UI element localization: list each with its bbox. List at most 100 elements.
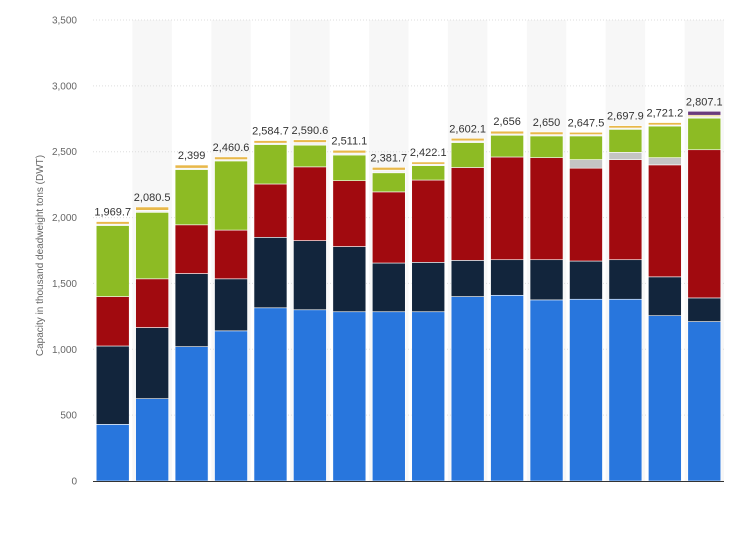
bar-segment xyxy=(371,172,406,193)
bar-segment xyxy=(135,327,169,399)
bar-segment xyxy=(450,142,485,168)
bar-segment xyxy=(648,164,682,278)
total-label: 2,656 xyxy=(493,116,521,128)
bar-segment xyxy=(648,315,682,482)
bar-segment xyxy=(174,273,209,347)
bar-segment xyxy=(569,298,603,482)
bar-segment xyxy=(411,179,446,263)
bar-segment xyxy=(253,183,288,238)
bar-segment xyxy=(174,164,209,169)
bar-segment xyxy=(95,424,130,482)
total-label: 2,422.1 xyxy=(410,147,447,159)
bar-segment xyxy=(95,296,130,347)
total-label: 2,697.9 xyxy=(607,111,644,123)
bar-segment xyxy=(293,309,327,482)
bar-segment xyxy=(135,212,169,280)
bar-segment xyxy=(214,160,248,231)
bar-segment xyxy=(648,276,682,316)
bar-segment xyxy=(687,149,722,299)
y-tick-label: 2,500 xyxy=(52,147,77,158)
bar-segment xyxy=(371,262,406,313)
bar-segment xyxy=(608,125,643,129)
bar-segment xyxy=(332,149,367,154)
y-tick-label: 3,500 xyxy=(52,16,77,27)
total-label: 2,080.5 xyxy=(134,192,171,204)
bar-segment xyxy=(569,260,603,300)
bar-segment xyxy=(648,157,682,166)
bar-segment xyxy=(332,154,367,181)
total-label: 1,969.7 xyxy=(94,207,131,219)
total-label: 2,511.1 xyxy=(331,135,367,147)
y-tick-label: 0 xyxy=(71,477,77,488)
bar-segment xyxy=(687,117,722,151)
bar-segment xyxy=(529,131,564,135)
bar-segment xyxy=(411,165,446,181)
bar-segment xyxy=(450,167,485,261)
bar-segment xyxy=(174,224,209,274)
total-label: 2,721.2 xyxy=(646,108,683,120)
bar-segment xyxy=(450,296,485,482)
bar-segment xyxy=(293,139,327,143)
bar-segment xyxy=(569,159,603,169)
bar-segment xyxy=(135,398,169,482)
bar-segment xyxy=(450,137,485,142)
bar-segment xyxy=(648,125,682,158)
bar-segment xyxy=(529,157,564,261)
bar-segment xyxy=(95,221,130,225)
bar-segment xyxy=(174,169,209,226)
y-tick-label: 2,000 xyxy=(52,213,77,224)
bar-segment xyxy=(687,297,722,322)
bar-segment xyxy=(411,262,446,313)
y-axis-ticks: 0 500 1,000 1,500 2,000 2,500 3,000 3,500 xyxy=(52,16,77,488)
bar-segment xyxy=(608,298,643,482)
total-label: 2,647.5 xyxy=(568,117,605,129)
bar-segment xyxy=(95,225,130,297)
total-label: 2,650 xyxy=(533,117,561,129)
bar-segment xyxy=(569,135,603,160)
bar-segment xyxy=(332,180,367,247)
bar-segment xyxy=(253,144,288,185)
bar-segment xyxy=(293,142,327,146)
bar-segment xyxy=(371,311,406,482)
bar-segment xyxy=(253,237,288,309)
total-label: 2,381.7 xyxy=(370,152,407,164)
total-label: 2,807.1 xyxy=(686,96,723,108)
bar-segment xyxy=(332,311,367,482)
bar-segment xyxy=(293,144,327,168)
bar-segment xyxy=(214,330,248,482)
total-labels: 1,969.72,080.5 2,399 2,460.62,584.7 2,590.6… xyxy=(94,96,722,218)
y-tick-label: 1,000 xyxy=(52,345,77,356)
total-label: 2,399 xyxy=(178,150,206,162)
bar-segment xyxy=(253,307,288,482)
total-label: 2,460.6 xyxy=(213,142,250,154)
bar-segment xyxy=(135,278,169,328)
bar-segment xyxy=(332,246,367,313)
bars xyxy=(95,110,722,482)
bar-segment xyxy=(253,140,288,144)
bar-segment xyxy=(608,159,643,261)
bar-segment xyxy=(490,294,524,482)
y-axis-title: Capacity in thousand deadweight tons (DW… xyxy=(35,155,46,356)
bar-segment xyxy=(293,240,327,311)
y-tick-label: 500 xyxy=(60,411,77,422)
bar-segment xyxy=(490,259,524,296)
bar-segment xyxy=(214,156,248,160)
bar-segment xyxy=(371,191,406,264)
total-label: 2,590.6 xyxy=(292,125,329,137)
bar-segment xyxy=(490,156,524,261)
bar-segment xyxy=(371,166,406,171)
bar-segment xyxy=(648,122,682,126)
bar-segment xyxy=(371,169,406,174)
bar-segment xyxy=(569,131,603,135)
bar-segment xyxy=(529,299,564,482)
bar-segment xyxy=(135,206,169,211)
bar-segment xyxy=(411,311,446,482)
total-label: 2,584.7 xyxy=(252,126,289,138)
bar-segment xyxy=(450,260,485,297)
bar-segment xyxy=(490,130,524,135)
bar-segment xyxy=(490,134,524,158)
bar-segment xyxy=(687,321,722,482)
bar-segment xyxy=(214,229,248,280)
bar-segment xyxy=(608,259,643,300)
